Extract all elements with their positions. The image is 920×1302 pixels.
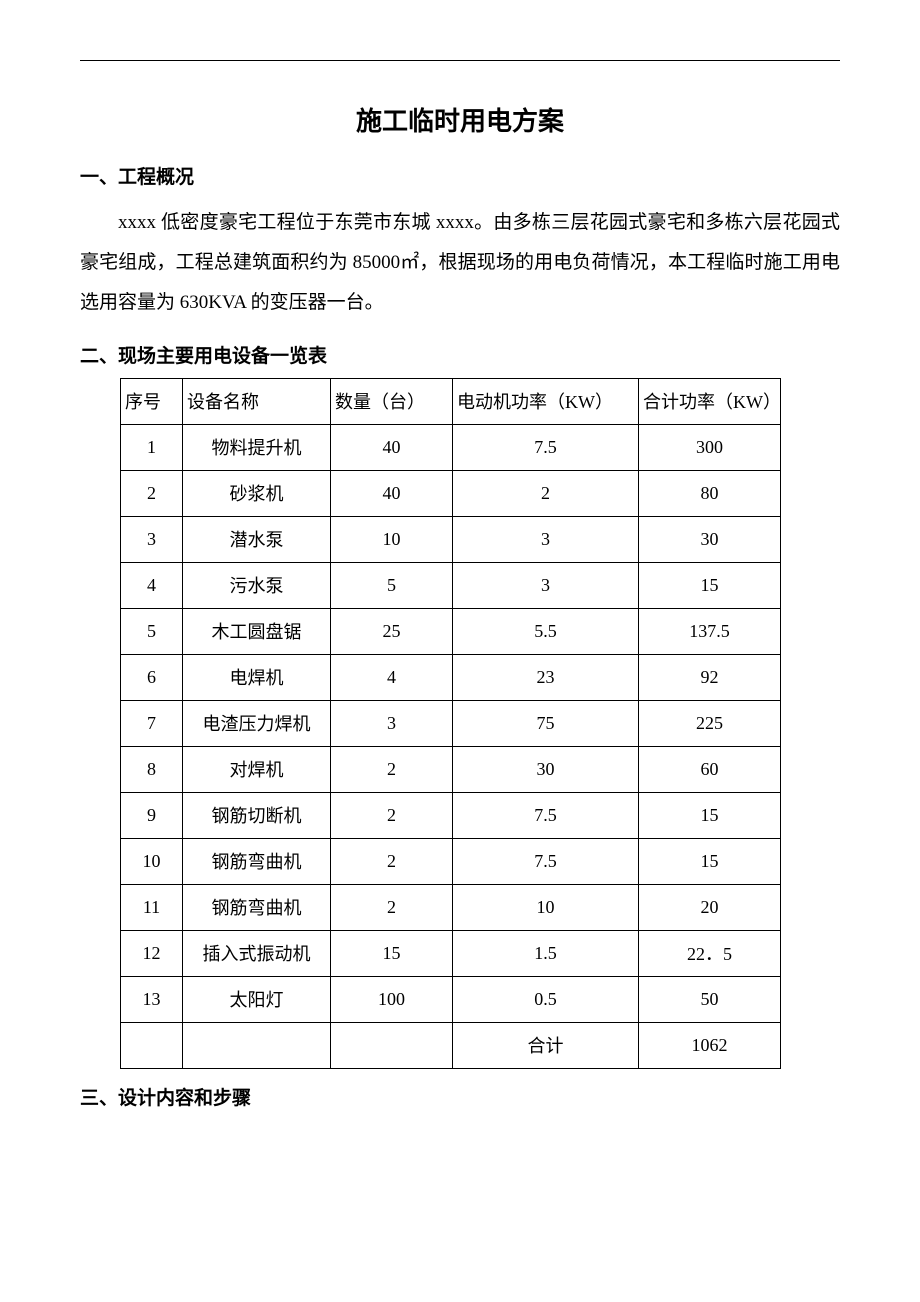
cell-power: 3 [453,562,639,608]
table-row: 7电渣压力焊机375225 [121,700,781,746]
cell-seq: 6 [121,654,183,700]
cell-qty: 40 [331,470,453,516]
cell-power: 5.5 [453,608,639,654]
cell-total: 15 [639,838,781,884]
cell-power: 10 [453,884,639,930]
cell-qty: 15 [331,930,453,976]
cell-name: 潜水泵 [183,516,331,562]
cell-seq: 9 [121,792,183,838]
cell-qty: 2 [331,792,453,838]
table-header-row: 序号 设备名称 数量（台） 电动机功率（KW） 合计功率（KW） [121,378,781,424]
cell-qty: 4 [331,654,453,700]
cell-power: 30 [453,746,639,792]
cell-total-label: 合计 [453,1022,639,1068]
cell-seq: 13 [121,976,183,1022]
cell-seq: 10 [121,838,183,884]
cell-power: 1.5 [453,930,639,976]
col-header-power: 电动机功率（KW） [453,378,639,424]
table-body: 1物料提升机407.5300 2砂浆机40280 3潜水泵10330 4污水泵5… [121,424,781,1068]
col-header-total: 合计功率（KW） [639,378,781,424]
cell-power: 7.5 [453,838,639,884]
cell-seq: 7 [121,700,183,746]
cell-qty: 100 [331,976,453,1022]
cell-qty: 25 [331,608,453,654]
cell-seq: 12 [121,930,183,976]
section-1-heading: 一、工程概况 [80,162,840,189]
cell-name: 钢筋弯曲机 [183,838,331,884]
document-title: 施工临时用电方案 [80,101,840,138]
cell-total: 60 [639,746,781,792]
table-row: 13太阳灯1000.550 [121,976,781,1022]
cell-power: 7.5 [453,424,639,470]
table-row: 10钢筋弯曲机27.515 [121,838,781,884]
cell-name: 电焊机 [183,654,331,700]
cell-power: 7.5 [453,792,639,838]
cell-total: 30 [639,516,781,562]
cell-empty [331,1022,453,1068]
cell-name: 对焊机 [183,746,331,792]
cell-qty: 2 [331,838,453,884]
table-row: 2砂浆机40280 [121,470,781,516]
col-header-qty: 数量（台） [331,378,453,424]
cell-power: 2 [453,470,639,516]
section-1-paragraph: xxxx 低密度豪宅工程位于东莞市东城 xxxx。由多栋三层花园式豪宅和多栋六层… [80,203,840,323]
cell-name: 砂浆机 [183,470,331,516]
cell-total: 15 [639,562,781,608]
cell-total: 22．5 [639,930,781,976]
cell-seq: 4 [121,562,183,608]
cell-total: 92 [639,654,781,700]
cell-name: 电渣压力焊机 [183,700,331,746]
cell-total: 50 [639,976,781,1022]
cell-empty [121,1022,183,1068]
cell-total: 80 [639,470,781,516]
cell-name: 太阳灯 [183,976,331,1022]
cell-name: 钢筋切断机 [183,792,331,838]
col-header-seq: 序号 [121,378,183,424]
cell-total: 300 [639,424,781,470]
cell-qty: 3 [331,700,453,746]
cell-qty: 2 [331,746,453,792]
table-row: 6电焊机42392 [121,654,781,700]
cell-qty: 10 [331,516,453,562]
cell-seq: 5 [121,608,183,654]
cell-power: 0.5 [453,976,639,1022]
cell-total: 225 [639,700,781,746]
cell-name: 物料提升机 [183,424,331,470]
cell-name: 污水泵 [183,562,331,608]
cell-qty: 5 [331,562,453,608]
table-row: 12插入式振动机151.522．5 [121,930,781,976]
cell-total-value: 1062 [639,1022,781,1068]
table-row: 3潜水泵10330 [121,516,781,562]
table-footer-row: 合计 1062 [121,1022,781,1068]
table-row: 1物料提升机407.5300 [121,424,781,470]
cell-name: 插入式振动机 [183,930,331,976]
cell-seq: 1 [121,424,183,470]
cell-seq: 11 [121,884,183,930]
col-header-name: 设备名称 [183,378,331,424]
top-horizontal-rule [80,60,840,61]
table-row: 5木工圆盘锯255.5137.5 [121,608,781,654]
section-3-heading: 三、设计内容和步骤 [80,1083,840,1110]
table-row: 11钢筋弯曲机21020 [121,884,781,930]
cell-power: 3 [453,516,639,562]
equipment-table: 序号 设备名称 数量（台） 电动机功率（KW） 合计功率（KW） 1物料提升机4… [120,378,781,1069]
cell-seq: 8 [121,746,183,792]
table-row: 8对焊机23060 [121,746,781,792]
cell-qty: 40 [331,424,453,470]
cell-power: 75 [453,700,639,746]
table-row: 9钢筋切断机27.515 [121,792,781,838]
cell-name: 钢筋弯曲机 [183,884,331,930]
cell-total: 137.5 [639,608,781,654]
cell-power: 23 [453,654,639,700]
cell-seq: 2 [121,470,183,516]
section-2-heading: 二、现场主要用电设备一览表 [80,341,840,368]
cell-seq: 3 [121,516,183,562]
cell-empty [183,1022,331,1068]
cell-qty: 2 [331,884,453,930]
cell-name: 木工圆盘锯 [183,608,331,654]
cell-total: 20 [639,884,781,930]
table-row: 4污水泵5315 [121,562,781,608]
cell-total: 15 [639,792,781,838]
